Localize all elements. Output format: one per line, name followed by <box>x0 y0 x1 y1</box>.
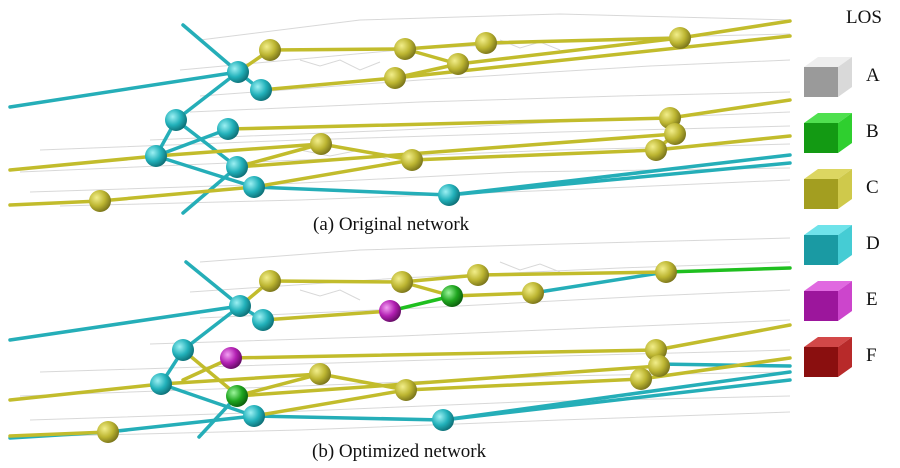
node-b <box>226 385 248 407</box>
node-b <box>441 285 463 307</box>
nodes-panel-a <box>89 27 691 212</box>
legend-label-e: E <box>866 289 878 310</box>
node-d <box>227 61 249 83</box>
node-d <box>432 409 454 431</box>
node-c <box>310 133 332 155</box>
node-c <box>259 270 281 292</box>
node-d <box>226 156 248 178</box>
node-c <box>401 149 423 171</box>
legend-label-c: C <box>866 177 879 198</box>
node-c <box>630 368 652 390</box>
caption-original-network: (a) Original network <box>313 214 470 235</box>
legend-cube-f-icon <box>804 337 852 377</box>
node-c <box>395 379 417 401</box>
node-d <box>243 405 265 427</box>
node-c <box>394 38 416 60</box>
legend-cube-c-icon <box>804 169 852 209</box>
node-c <box>648 355 670 377</box>
node-c <box>259 39 281 61</box>
legend-label-b: B <box>866 121 879 142</box>
node-d <box>250 79 272 101</box>
node-d <box>252 309 274 331</box>
legend-item-e: E <box>800 277 900 323</box>
legend-label-a: A <box>866 65 880 86</box>
node-d <box>229 295 251 317</box>
nodes-panel-b <box>97 261 677 443</box>
node-c <box>447 53 469 75</box>
legend-cube-a-icon <box>804 57 852 97</box>
legend-cube-b-icon <box>804 113 852 153</box>
node-c <box>475 32 497 54</box>
legend-label-d: D <box>866 233 880 254</box>
legend-item-f: F <box>800 333 900 379</box>
legend-cube-d-icon <box>804 225 852 265</box>
node-c <box>89 190 111 212</box>
legend-item-b: B <box>800 109 900 155</box>
node-d <box>217 118 239 140</box>
node-d <box>243 176 265 198</box>
node-c <box>664 123 686 145</box>
node-c <box>309 363 331 385</box>
node-e <box>220 347 242 369</box>
caption-optimized-network: (b) Optimized network <box>312 441 487 462</box>
node-c <box>645 139 667 161</box>
node-c <box>97 421 119 443</box>
legend-title: LOS <box>846 7 882 28</box>
node-c <box>669 27 691 49</box>
node-c <box>467 264 489 286</box>
node-c <box>522 282 544 304</box>
node-c <box>384 67 406 89</box>
node-d <box>438 184 460 206</box>
node-d <box>165 109 187 131</box>
legend-item-d: D <box>800 221 900 267</box>
node-c <box>391 271 413 293</box>
node-d <box>150 373 172 395</box>
node-e <box>379 300 401 322</box>
legend-label-f: F <box>866 345 877 366</box>
legend-item-c: C <box>800 165 900 211</box>
legend-cube-e-icon <box>804 281 852 321</box>
node-d <box>172 339 194 361</box>
node-d <box>145 145 167 167</box>
legend-item-a: A <box>800 53 900 99</box>
node-c <box>655 261 677 283</box>
